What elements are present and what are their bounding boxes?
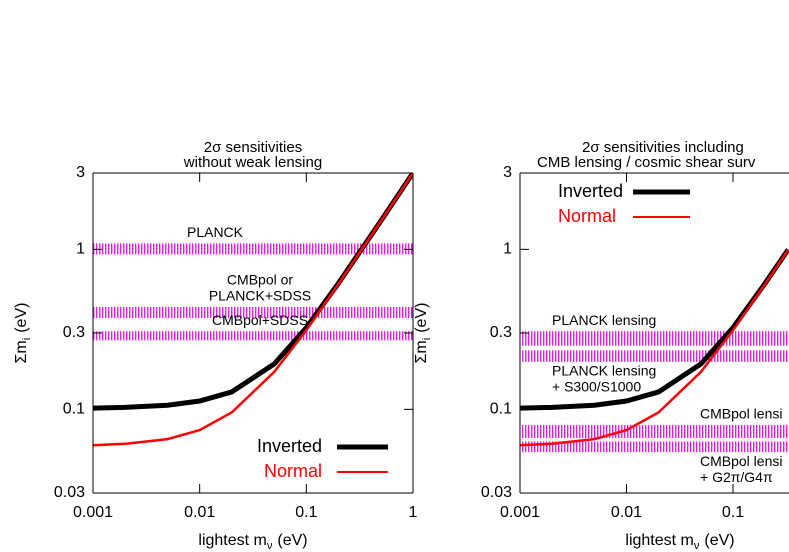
x-axis-label-sub: ν <box>694 540 700 552</box>
y-axis-label-unit: (eV) <box>413 303 430 333</box>
x-axis-label-unit: (eV) <box>277 532 307 549</box>
legend-label: Normal <box>264 461 322 481</box>
band-label: PLANCK+SDSS <box>209 288 311 304</box>
x-tick-label: 0.1 <box>295 504 317 521</box>
sensitivity-band <box>93 331 413 341</box>
y-tick-label: 3 <box>76 164 85 181</box>
curve <box>520 249 789 447</box>
curve <box>93 173 413 447</box>
y-tick-label: 3 <box>503 164 512 181</box>
band-label: PLANCK lensing <box>552 363 656 379</box>
band-label: + S300/S1000 <box>552 379 641 395</box>
x-tick-label: 0.001 <box>73 504 113 521</box>
panel <box>93 173 413 447</box>
sensitivity-band <box>93 307 413 319</box>
band-label: PLANCK <box>187 224 244 240</box>
chart-title: 2σ sensitivities including <box>582 139 744 156</box>
legend-label: Inverted <box>558 181 623 201</box>
y-tick-label: 0.1 <box>63 401 85 418</box>
y-axis-label-unit: (eV) <box>13 303 30 333</box>
x-tick-label: 1 <box>409 504 418 521</box>
y-axis-label-main: Σm <box>413 340 430 363</box>
y-axis-label-main: Σm <box>13 340 30 363</box>
y-tick-label: 0.03 <box>481 484 512 501</box>
x-axis-label-main: lightest m <box>625 532 693 549</box>
legend-label: Normal <box>558 206 616 226</box>
y-axis-label: Σmi (eV) <box>413 303 433 364</box>
sensitivity-band <box>520 350 789 362</box>
x-tick-label: 0.01 <box>611 504 642 521</box>
band-label: CMBpol lensi <box>700 453 782 469</box>
y-tick-label: 0.3 <box>63 324 85 341</box>
y-axis-label-sub: i <box>21 338 33 340</box>
sensitivity-band <box>93 243 413 255</box>
y-tick-label: 1 <box>503 241 512 258</box>
x-axis-label: lightest mν (eV) <box>198 532 307 552</box>
x-axis-label-unit: (eV) <box>704 532 734 549</box>
x-tick-label: 0.001 <box>500 504 540 521</box>
legend-label: Inverted <box>257 436 322 456</box>
y-axis-label-sub: i <box>421 338 433 340</box>
sensitivity-band <box>520 425 789 439</box>
y-tick-label: 0.1 <box>490 401 512 418</box>
x-tick-label: 0.1 <box>722 504 744 521</box>
y-tick-label: 0.03 <box>54 484 85 501</box>
x-axis-label: lightest mν (eV) <box>625 532 734 552</box>
chart-title: 2σ sensitivities <box>204 139 302 156</box>
band-label: CMBpol+SDSS <box>212 312 308 328</box>
y-axis-label: Σmi (eV) <box>13 303 33 364</box>
panel <box>520 248 789 453</box>
sensitivity-band <box>520 331 789 346</box>
y-tick-label: 1 <box>76 241 85 258</box>
band-label: CMBpol lensi <box>700 406 782 422</box>
chart-title: without weak lensing <box>183 154 322 171</box>
sensitivity-band <box>520 441 789 453</box>
x-axis-label-sub: ν <box>267 540 273 552</box>
band-label: CMBpol or <box>227 272 293 288</box>
x-tick-label: 0.01 <box>184 504 215 521</box>
chart-title: CMB lensing / cosmic shear surv <box>537 154 756 171</box>
y-tick-label: 0.3 <box>490 324 512 341</box>
x-axis-label-main: lightest m <box>198 532 266 549</box>
band-label: + G2π/G4π <box>700 469 773 485</box>
band-label: PLANCK lensing <box>552 312 656 328</box>
